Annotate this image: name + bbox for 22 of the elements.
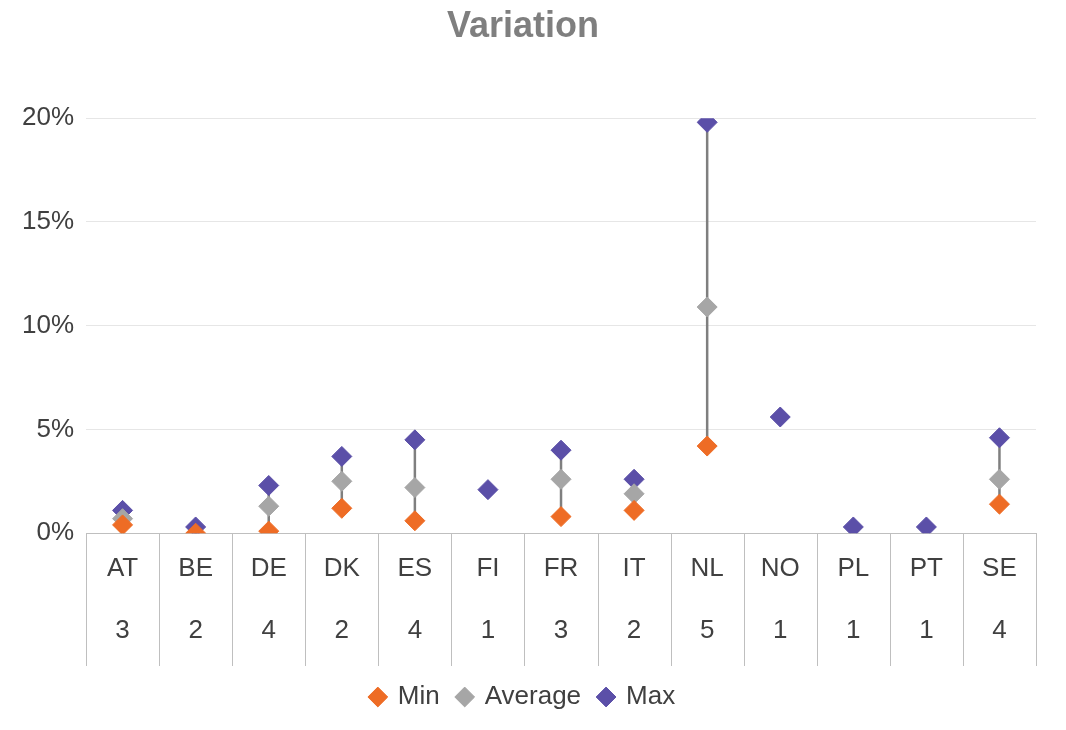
legend-label: Average [484, 680, 582, 711]
category-label: PL 1 [837, 551, 870, 644]
y-tick-label: 0% [36, 516, 75, 547]
legend-label: Max [626, 680, 676, 711]
category-label: BE 2 [178, 551, 213, 644]
category-label: NO 1 [760, 551, 800, 644]
category-label: DE 4 [250, 551, 287, 644]
category-label: NL 5 [690, 551, 724, 644]
chart-title: Variation [446, 3, 600, 45]
category-label: SE 4 [982, 551, 1017, 644]
y-tick-label: 15% [21, 205, 75, 236]
legend-label: Min [397, 680, 440, 711]
category-label: PT 1 [909, 551, 944, 644]
category-label: FI 1 [476, 551, 500, 644]
category-label: IT 2 [622, 551, 646, 644]
category-label: FR 3 [543, 551, 579, 644]
category-label: DK 2 [323, 551, 360, 644]
category-label: AT 3 [106, 551, 139, 644]
y-tick-label: 5% [36, 412, 75, 443]
y-tick-label: 10% [21, 308, 75, 339]
y-tick-label: 20% [21, 101, 75, 132]
category-label: ES 4 [397, 551, 433, 644]
